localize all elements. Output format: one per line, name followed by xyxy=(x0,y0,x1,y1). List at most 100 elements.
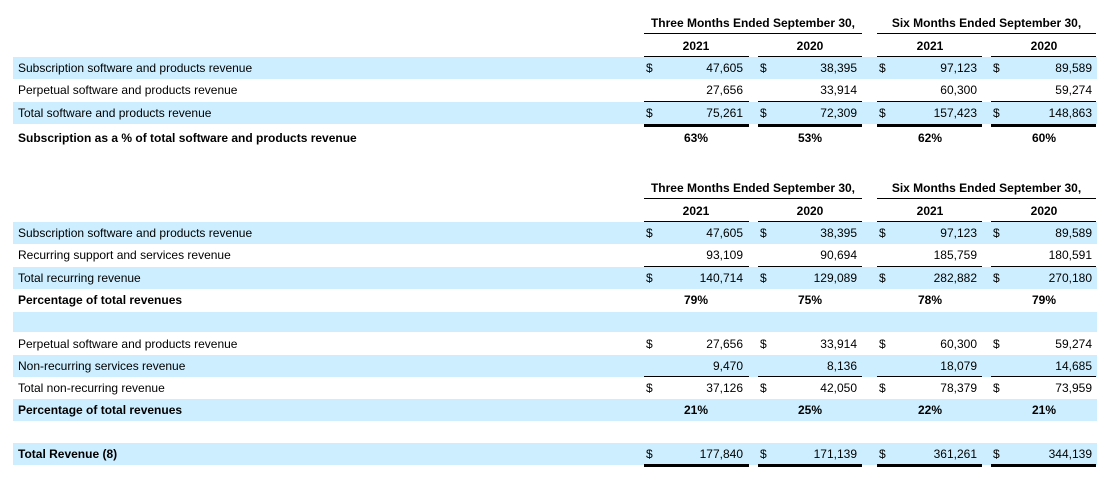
currency-symbol: $ xyxy=(993,271,1000,285)
value-cell: 177,840 xyxy=(699,447,743,461)
currency-symbol: $ xyxy=(879,337,886,351)
value-cell: 47,605 xyxy=(706,226,743,240)
subtotal-rule xyxy=(991,101,1096,102)
row-label: Total Revenue (8) xyxy=(18,447,118,461)
value-cell: 60,300 xyxy=(940,83,977,97)
percentage-row: Subscription as a % of total software an… xyxy=(13,127,1097,149)
currency-symbol: $ xyxy=(646,447,653,461)
column-rule xyxy=(877,56,982,57)
percentage-cell: 62% xyxy=(917,131,943,145)
value-cell: 97,123 xyxy=(940,61,977,75)
value-cell: 33,914 xyxy=(820,83,857,97)
subtotal-rule xyxy=(758,266,862,267)
value-cell: 59,274 xyxy=(1055,83,1092,97)
currency-symbol: $ xyxy=(760,106,767,120)
year-header: 2020 xyxy=(796,204,824,218)
total-double-rule xyxy=(758,124,862,127)
year-header: 2020 xyxy=(796,39,824,53)
value-cell: 72,309 xyxy=(820,106,857,120)
column-rule xyxy=(758,56,862,57)
year-header: 2021 xyxy=(682,39,710,53)
value-cell: 89,589 xyxy=(1055,61,1092,75)
total-double-rule xyxy=(877,124,982,127)
row-label: Subscription as a % of total software an… xyxy=(18,131,357,145)
value-cell: 8,136 xyxy=(826,359,857,373)
value-cell: 140,714 xyxy=(699,271,743,285)
percentage-cell: 63% xyxy=(683,131,709,145)
column-rule xyxy=(644,56,749,57)
percentage-cell: 60% xyxy=(1031,131,1057,145)
row-label: Perpetual software and products revenue xyxy=(18,337,238,351)
table-row: Perpetual software and products revenue $… xyxy=(13,333,1097,355)
subtotal-rule xyxy=(644,376,749,377)
table-row: Total Revenue (8) $177,840 $171,139 $361,26… xyxy=(13,443,1097,465)
subtotal-rule xyxy=(758,101,862,102)
subtotal-rule xyxy=(758,376,862,377)
value-cell: 27,656 xyxy=(706,337,743,351)
subtotal-rule xyxy=(991,266,1096,267)
currency-symbol: $ xyxy=(993,337,1000,351)
value-cell: 89,589 xyxy=(1055,226,1092,240)
percentage-row: Percentage of total revenues 21% 25% 22% 21% xyxy=(13,399,1097,421)
subtotal-rule xyxy=(877,376,982,377)
percentage-cell: 53% xyxy=(797,131,823,145)
value-cell: 185,759 xyxy=(933,248,977,262)
currency-symbol: $ xyxy=(760,226,767,240)
percentage-cell: 25% xyxy=(797,403,823,417)
table-row: Subscription software and products reven… xyxy=(13,222,1097,244)
percentage-cell: 79% xyxy=(683,293,709,307)
header-rule xyxy=(644,198,862,199)
header-three-months: Three Months Ended September 30, xyxy=(650,16,856,30)
table-row: Total recurring revenue $140,714 $129,089 $… xyxy=(13,267,1097,289)
value-cell: 42,050 xyxy=(820,381,857,395)
value-cell: 75,261 xyxy=(706,106,743,120)
percentage-cell: 21% xyxy=(683,403,709,417)
table-row: Recurring support and services revenue 93… xyxy=(13,244,1097,266)
header-rule xyxy=(877,33,1096,34)
value-cell: 180,591 xyxy=(1048,248,1092,262)
subtotal-rule xyxy=(877,266,982,267)
row-label: Percentage of total revenues xyxy=(18,403,183,417)
value-cell: 344,139 xyxy=(1048,447,1092,461)
column-rule xyxy=(877,221,982,222)
subtotal-rule xyxy=(644,101,749,102)
row-label: Total software and products revenue xyxy=(18,106,212,120)
header-rule xyxy=(644,33,862,34)
header-three-months: Three Months Ended September 30, xyxy=(650,181,856,195)
total-double-rule xyxy=(644,124,749,127)
header-rule xyxy=(877,198,1096,199)
currency-symbol: $ xyxy=(646,381,653,395)
value-cell: 47,605 xyxy=(706,61,743,75)
column-rule xyxy=(758,221,862,222)
value-cell: 38,395 xyxy=(820,61,857,75)
row-label: Total recurring revenue xyxy=(18,271,141,285)
row-label: Subscription software and products reven… xyxy=(18,61,253,75)
currency-symbol: $ xyxy=(760,337,767,351)
total-double-rule xyxy=(991,464,1096,467)
value-cell: 37,126 xyxy=(706,381,743,395)
row-label: Recurring support and services revenue xyxy=(18,248,231,262)
value-cell: 78,379 xyxy=(940,381,977,395)
currency-symbol: $ xyxy=(879,61,886,75)
row-label: Perpetual software and products revenue xyxy=(18,83,238,97)
currency-symbol: $ xyxy=(646,106,653,120)
column-rule xyxy=(644,221,749,222)
currency-symbol: $ xyxy=(760,61,767,75)
column-rule xyxy=(991,221,1096,222)
header-six-months: Six Months Ended September 30, xyxy=(891,181,1082,195)
currency-symbol: $ xyxy=(879,106,886,120)
currency-symbol: $ xyxy=(879,381,886,395)
subtotal-rule xyxy=(877,101,982,102)
table-row: Perpetual software and products revenue 2… xyxy=(13,79,1097,101)
row-label: Non-recurring services revenue xyxy=(18,359,186,373)
row-label: Subscription software and products reven… xyxy=(18,226,253,240)
percentage-cell: 75% xyxy=(797,293,823,307)
currency-symbol: $ xyxy=(993,226,1000,240)
year-header: 2020 xyxy=(1030,39,1058,53)
currency-symbol: $ xyxy=(646,61,653,75)
currency-symbol: $ xyxy=(646,226,653,240)
currency-symbol: $ xyxy=(993,447,1000,461)
percentage-cell: 22% xyxy=(917,403,943,417)
currency-symbol: $ xyxy=(760,447,767,461)
value-cell: 93,109 xyxy=(706,248,743,262)
